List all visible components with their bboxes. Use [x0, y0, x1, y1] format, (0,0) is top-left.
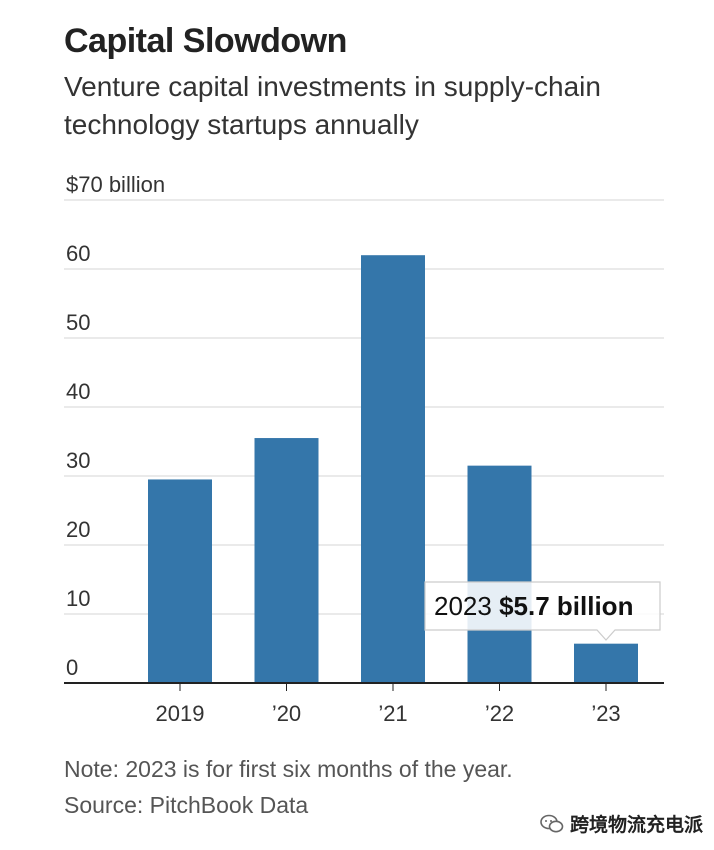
y-tick-label: 50 [66, 310, 90, 335]
callout-value: $5.7 billion [499, 591, 633, 621]
bar [361, 255, 425, 683]
chart-note: Note: 2023 is for first six months of th… [64, 756, 513, 782]
y-tick-label: 20 [66, 517, 90, 542]
y-tick-label: 40 [66, 379, 90, 404]
x-tick-label: ’20 [272, 701, 301, 726]
bar [148, 479, 212, 683]
y-tick-label: 60 [66, 241, 90, 266]
y-tick-label: 30 [66, 448, 90, 473]
bar-chart: 0 10 20 30 40 50 60 $70 billion 2019 ’20 ’21 ’22 ’23… [64, 172, 664, 726]
bar [574, 643, 638, 683]
watermark: 跨境物流充电派 [540, 810, 703, 837]
x-tick-label: ’23 [591, 701, 620, 726]
y-tick-label: $70 billion [66, 172, 165, 197]
y-tick-label: 10 [66, 586, 90, 611]
bar [467, 465, 532, 683]
x-tick-label: ’22 [485, 701, 514, 726]
x-tick-label: ’21 [378, 701, 407, 726]
x-tick-label: 2019 [156, 701, 205, 726]
watermark-text: 跨境物流充电派 [570, 815, 704, 836]
value-callout: 2023 $5.7 billion [424, 581, 661, 641]
callout-box [424, 581, 661, 641]
y-tick-label: 0 [66, 655, 78, 680]
callout-label: 2023 $5.7 billion [434, 591, 633, 621]
chart-source: Source: PitchBook Data [64, 792, 309, 818]
callout-year: 2023 [434, 591, 499, 621]
bar [254, 438, 319, 683]
chart-subtitle: Venture capital investments in supply-ch… [64, 71, 601, 140]
wechat-icon [540, 814, 564, 832]
chart-title: Capital Slowdown [64, 22, 347, 60]
